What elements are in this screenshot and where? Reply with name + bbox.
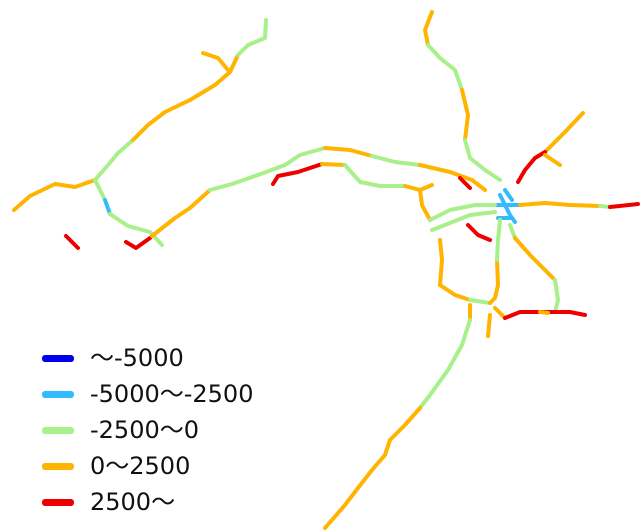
rail-line-inner-loop (418, 188, 560, 314)
legend-swatch-high (42, 498, 74, 506)
rail-line-south (323, 303, 472, 530)
legend-item-low: -5000～-2500 (42, 376, 322, 412)
rail-line-northwest (12, 18, 268, 212)
legend-label-high: 2500～ (90, 488, 176, 516)
legend-label-low: -5000～-2500 (90, 380, 254, 408)
rail-line-north (423, 10, 502, 182)
legend-item-mid-high: 0～2500 (42, 448, 322, 484)
legend-swatch-very-low (42, 354, 74, 362)
legend-swatch-mid-high (42, 462, 74, 470)
rail-line-middle (271, 162, 434, 192)
rail-line-southwest (64, 178, 164, 250)
map-legend: ～-5000 -5000～-2500 -2500～0 0～2500 2500～ (42, 340, 322, 520)
legend-swatch-mid-low (42, 426, 74, 434)
legend-label-very-low: ～-5000 (90, 344, 184, 372)
rail-line-west-trunk (150, 146, 487, 238)
legend-label-mid-high: 0～2500 (90, 452, 191, 480)
legend-item-very-low: ～-5000 (42, 340, 322, 376)
legend-item-high: 2500～ (42, 484, 322, 520)
legend-item-mid-low: -2500～0 (42, 412, 322, 448)
legend-swatch-low (42, 390, 74, 398)
legend-label-mid-low: -2500～0 (90, 416, 200, 444)
rail-line-southeast (486, 306, 587, 338)
rail-line-northeast (516, 111, 585, 184)
rail-line-east (518, 201, 640, 209)
